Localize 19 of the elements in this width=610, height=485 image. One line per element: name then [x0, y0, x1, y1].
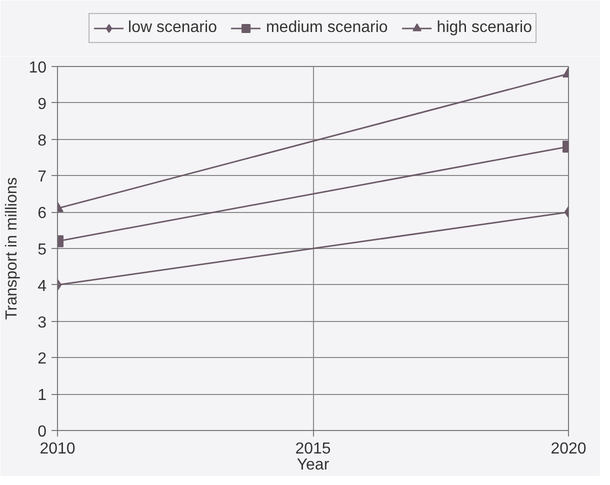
x-axis-title: Year — [296, 456, 330, 474]
y-tick-label: 0 — [38, 424, 47, 440]
x-tick-label: 2020 — [550, 440, 586, 458]
x-tick-label: 2015 — [295, 440, 331, 458]
y-tick-label: 1 — [38, 387, 47, 404]
legend-label: low scenario — [128, 19, 217, 37]
x-tick-label: 2010 — [40, 440, 76, 458]
legend-label: medium scenario — [266, 19, 388, 37]
y-tick-label: 10 — [28, 60, 47, 76]
y-tick-label: 3 — [38, 314, 47, 332]
y-tick-label: 9 — [38, 96, 47, 113]
legend-label: high scenario — [436, 19, 532, 37]
y-tick-label: 5 — [38, 242, 47, 258]
y-tick-label: 4 — [38, 278, 47, 295]
y-tick-label: 8 — [38, 132, 47, 150]
y-axis-title: Transport in millions — [4, 177, 21, 320]
y-tick-label: 6 — [38, 205, 47, 222]
y-tick-label: 2 — [38, 350, 47, 368]
y-tick-label: 7 — [38, 168, 47, 186]
